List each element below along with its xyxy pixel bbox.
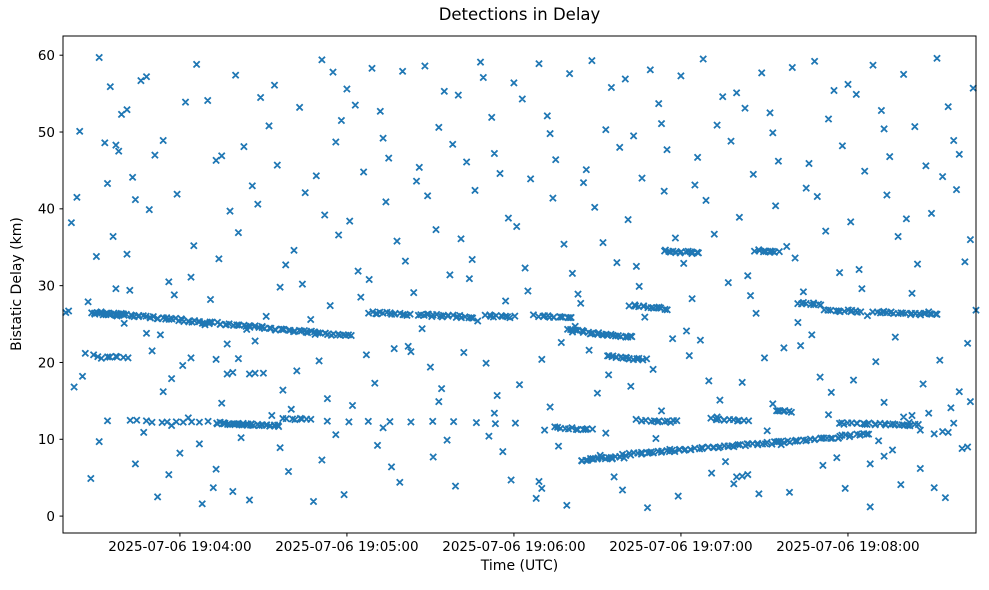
x-tick-label: 2025-07-06 19:08:00: [776, 539, 919, 555]
scatter-points: [62, 53, 980, 512]
y-tick-label: 40: [38, 202, 55, 218]
y-tick-label: 20: [38, 355, 55, 371]
y-tick-label: 50: [38, 125, 55, 141]
y-axis-label: Bistatic Delay (km): [9, 217, 25, 351]
y-tick-label: 60: [38, 48, 55, 64]
y-tick-label: 10: [38, 432, 55, 448]
x-tick-label: 2025-07-06 19:06:00: [442, 539, 585, 555]
y-axis-ticks: 0 10 20 30 40 50 60: [38, 48, 63, 525]
x-tick-label: 2025-07-06 19:05:00: [275, 539, 418, 555]
x-axis-ticks: 2025-07-06 19:04:00 2025-07-06 19:05:00 20…: [108, 533, 920, 555]
y-tick-label: 30: [38, 278, 55, 294]
x-axis-label: Time (UTC): [480, 558, 559, 574]
x-tick-label: 2025-07-06 19:07:00: [609, 539, 752, 555]
plot-frame: [62, 35, 977, 534]
chart-title: Detections in Delay: [438, 5, 601, 24]
x-tick-label: 2025-07-06 19:04:00: [108, 539, 251, 555]
y-tick-label: 0: [46, 509, 55, 525]
